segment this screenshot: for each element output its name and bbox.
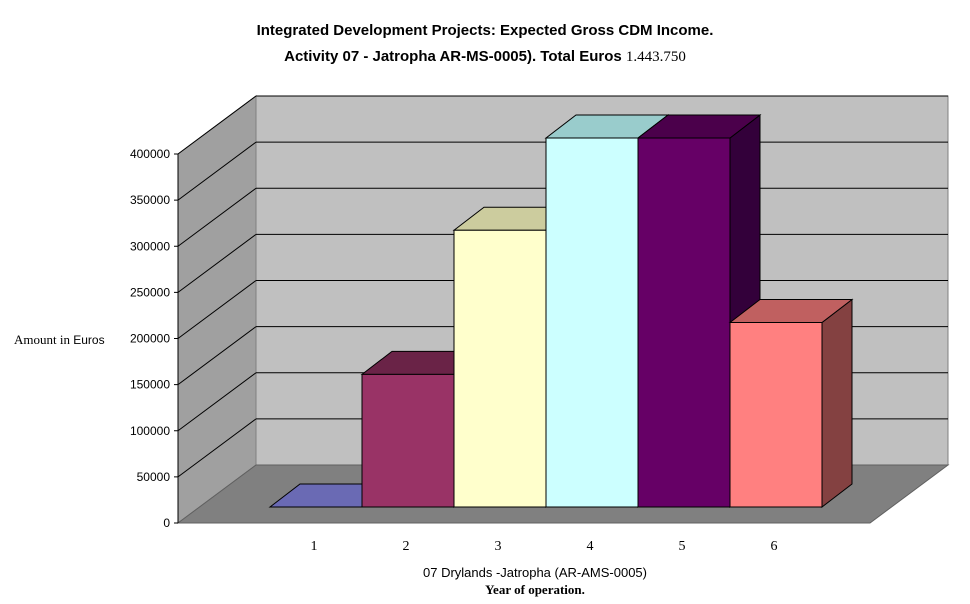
y-axis-label-unit: Euros [73,333,105,347]
x-tick-label: 6 [771,539,778,554]
chart-title-activity: Activity 07 - Jatropha AR-MS-0005). Tota… [284,48,626,65]
y-tick-label: 300000 [130,239,170,253]
gridline-side [177,280,257,339]
gridline-side [177,233,257,293]
bar-year-5 [637,137,731,508]
gridline-side [177,141,257,201]
bar-year-4 [545,137,639,508]
y-tick-label: 100000 [130,424,170,438]
x-tick-label: 5 [679,539,686,554]
chart-title-line1: Integrated Development Projects: Expecte… [256,22,714,39]
chart-title-total: 1.443.750 [625,49,686,65]
y-axis-label-prefix: Amount in [14,332,74,347]
bar-year-6 [729,322,823,508]
y-tick-label: 150000 [130,378,170,392]
y-tick-label: 0 [163,516,170,530]
y-tick-label: 50000 [137,470,171,484]
chart-title-line2: Activity 07 - Jatropha AR-MS-0005). Tota… [0,48,970,66]
x-tick-label: 4 [587,539,594,554]
y-tick-label: 350000 [130,193,170,207]
y-tick-label: 200000 [130,332,170,346]
y-tick-label: 250000 [130,285,170,299]
gridline-side [177,418,257,478]
gridline-side [177,187,257,247]
gridline-side [177,326,257,386]
gridline-side [177,95,257,155]
x-tick-label: 3 [495,539,502,554]
x-axis-label: 07 Drylands -Jatropha (AR-AMS-0005) [423,565,647,580]
y-axis-label: Amount in Euros [14,332,105,348]
bar-year-2 [361,373,455,508]
x-tick-label: 2 [403,539,410,554]
x-axis-subtitle: Year of operation. [485,582,585,597]
y-tick-label: 400000 [130,147,170,161]
x-tick-label: 1 [311,539,318,554]
bar-year-3 [453,229,547,508]
gridline-side [177,372,257,432]
bar-side-year-6 [821,298,853,509]
